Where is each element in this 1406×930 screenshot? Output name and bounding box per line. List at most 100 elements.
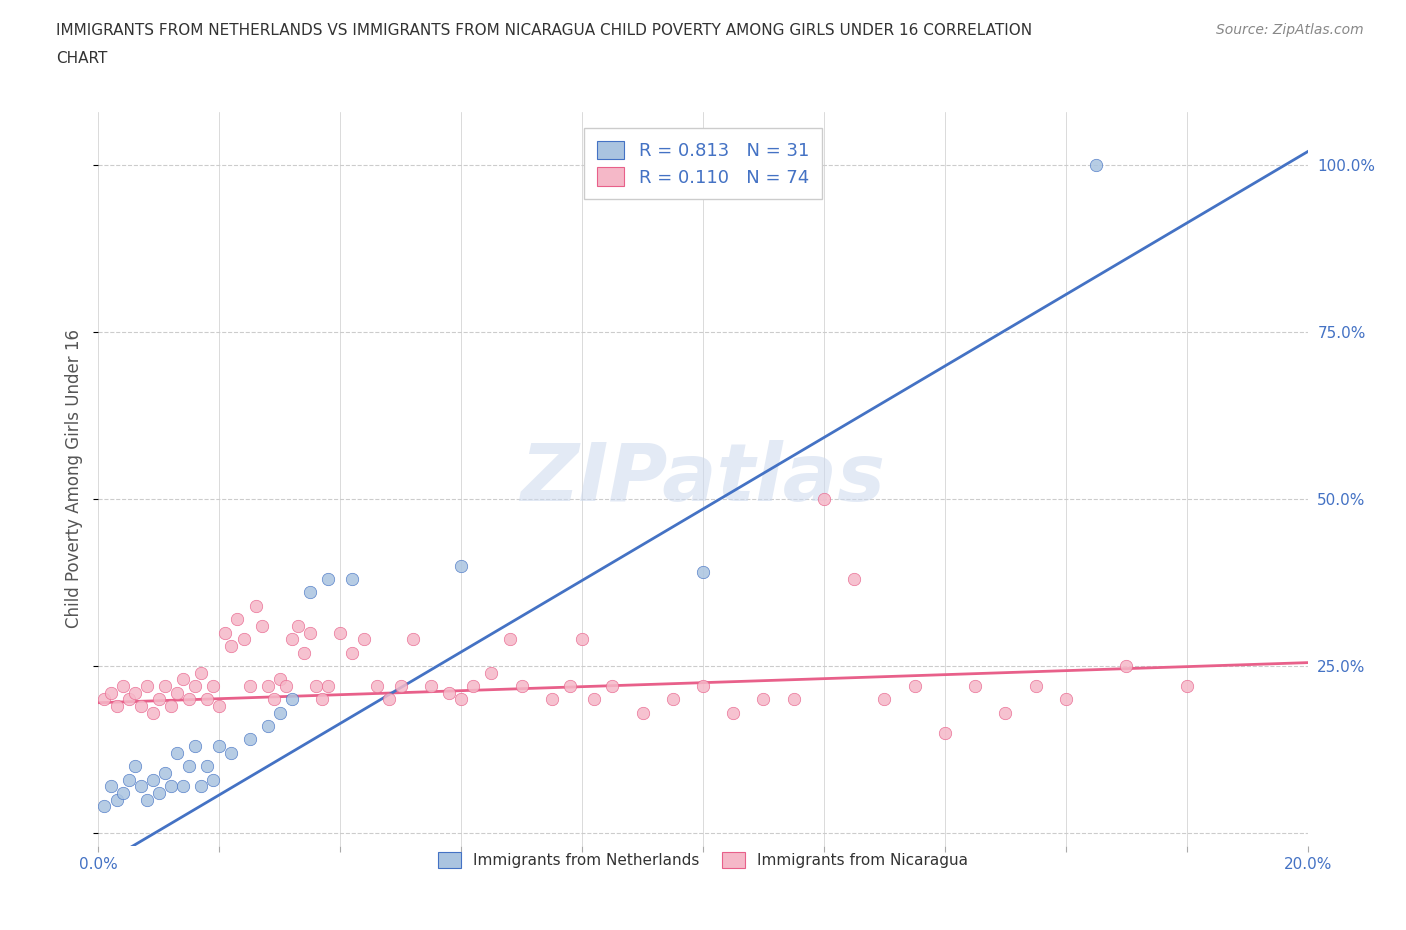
Point: [202, 679, 225, 694]
Y-axis label: Child Poverty Among Girls Under 16: Child Poverty Among Girls Under 16: [65, 329, 83, 629]
Point: [135, 679, 157, 694]
Point: [256, 719, 278, 734]
Point: [184, 679, 207, 694]
Point: [281, 631, 304, 646]
Point: [208, 698, 231, 713]
Legend: Immigrants from Netherlands, Immigrants from Nicaragua: Immigrants from Netherlands, Immigrants …: [427, 842, 979, 879]
Point: [93, 692, 115, 707]
Point: [540, 692, 562, 707]
Point: [221, 639, 243, 654]
Point: [269, 671, 291, 686]
Point: [329, 625, 352, 640]
Point: [111, 786, 134, 801]
Point: [226, 612, 249, 627]
Point: [287, 618, 309, 633]
Point: [571, 631, 593, 646]
Point: [316, 572, 339, 587]
Point: [179, 759, 201, 774]
Point: [994, 705, 1017, 720]
Point: [190, 778, 212, 793]
Point: [166, 685, 188, 700]
Point: [1085, 157, 1108, 172]
Text: IMMIGRANTS FROM NETHERLANDS VS IMMIGRANTS FROM NICARAGUA CHILD POVERTY AMONG GIR: IMMIGRANTS FROM NETHERLANDS VS IMMIGRANT…: [56, 23, 1032, 38]
Point: [342, 645, 364, 660]
Point: [631, 705, 654, 720]
Point: [311, 692, 333, 707]
Point: [129, 778, 152, 793]
Point: [752, 692, 775, 707]
Point: [118, 772, 141, 787]
Point: [269, 705, 291, 720]
Point: [692, 565, 714, 580]
Point: [135, 792, 157, 807]
Point: [873, 692, 896, 707]
Point: [498, 631, 520, 646]
Point: [723, 705, 745, 720]
Point: [904, 679, 927, 694]
Point: [1054, 692, 1077, 707]
Point: [239, 679, 262, 694]
Point: [481, 665, 503, 680]
Point: [172, 778, 194, 793]
Point: [250, 618, 273, 633]
Point: [437, 685, 460, 700]
Point: [263, 692, 285, 707]
Point: [232, 631, 254, 646]
Point: [1175, 679, 1198, 694]
Point: [100, 685, 122, 700]
Point: [142, 705, 165, 720]
Point: [510, 679, 533, 694]
Text: Source: ZipAtlas.com: Source: ZipAtlas.com: [1216, 23, 1364, 37]
Point: [1024, 679, 1046, 694]
Point: [450, 692, 472, 707]
Point: [583, 692, 606, 707]
Point: [221, 745, 243, 760]
Point: [377, 692, 399, 707]
Point: [93, 799, 115, 814]
Point: [129, 698, 152, 713]
Point: [153, 765, 176, 780]
Point: [124, 759, 146, 774]
Point: [281, 692, 304, 707]
Point: [100, 778, 122, 793]
Point: [450, 558, 472, 573]
Point: [299, 585, 322, 600]
Text: CHART: CHART: [56, 51, 108, 66]
Point: [353, 631, 375, 646]
Point: [813, 492, 835, 507]
Point: [239, 732, 262, 747]
Text: ZIPatlas: ZIPatlas: [520, 440, 886, 518]
Point: [105, 792, 128, 807]
Point: [844, 572, 866, 587]
Point: [111, 679, 134, 694]
Point: [124, 685, 146, 700]
Point: [783, 692, 806, 707]
Point: [389, 679, 412, 694]
Point: [256, 679, 278, 694]
Point: [202, 772, 225, 787]
Point: [661, 692, 683, 707]
Point: [299, 625, 322, 640]
Point: [965, 679, 987, 694]
Point: [245, 598, 267, 613]
Point: [602, 679, 624, 694]
Point: [366, 679, 388, 694]
Point: [166, 745, 188, 760]
Point: [305, 679, 328, 694]
Point: [463, 679, 485, 694]
Point: [558, 679, 581, 694]
Point: [148, 786, 170, 801]
Point: [208, 738, 231, 753]
Point: [316, 679, 339, 694]
Point: [142, 772, 165, 787]
Point: [179, 692, 201, 707]
Point: [342, 572, 364, 587]
Point: [692, 679, 714, 694]
Point: [1115, 658, 1137, 673]
Point: [274, 679, 297, 694]
Point: [172, 671, 194, 686]
Point: [160, 698, 183, 713]
Point: [402, 631, 425, 646]
Point: [292, 645, 315, 660]
Point: [148, 692, 170, 707]
